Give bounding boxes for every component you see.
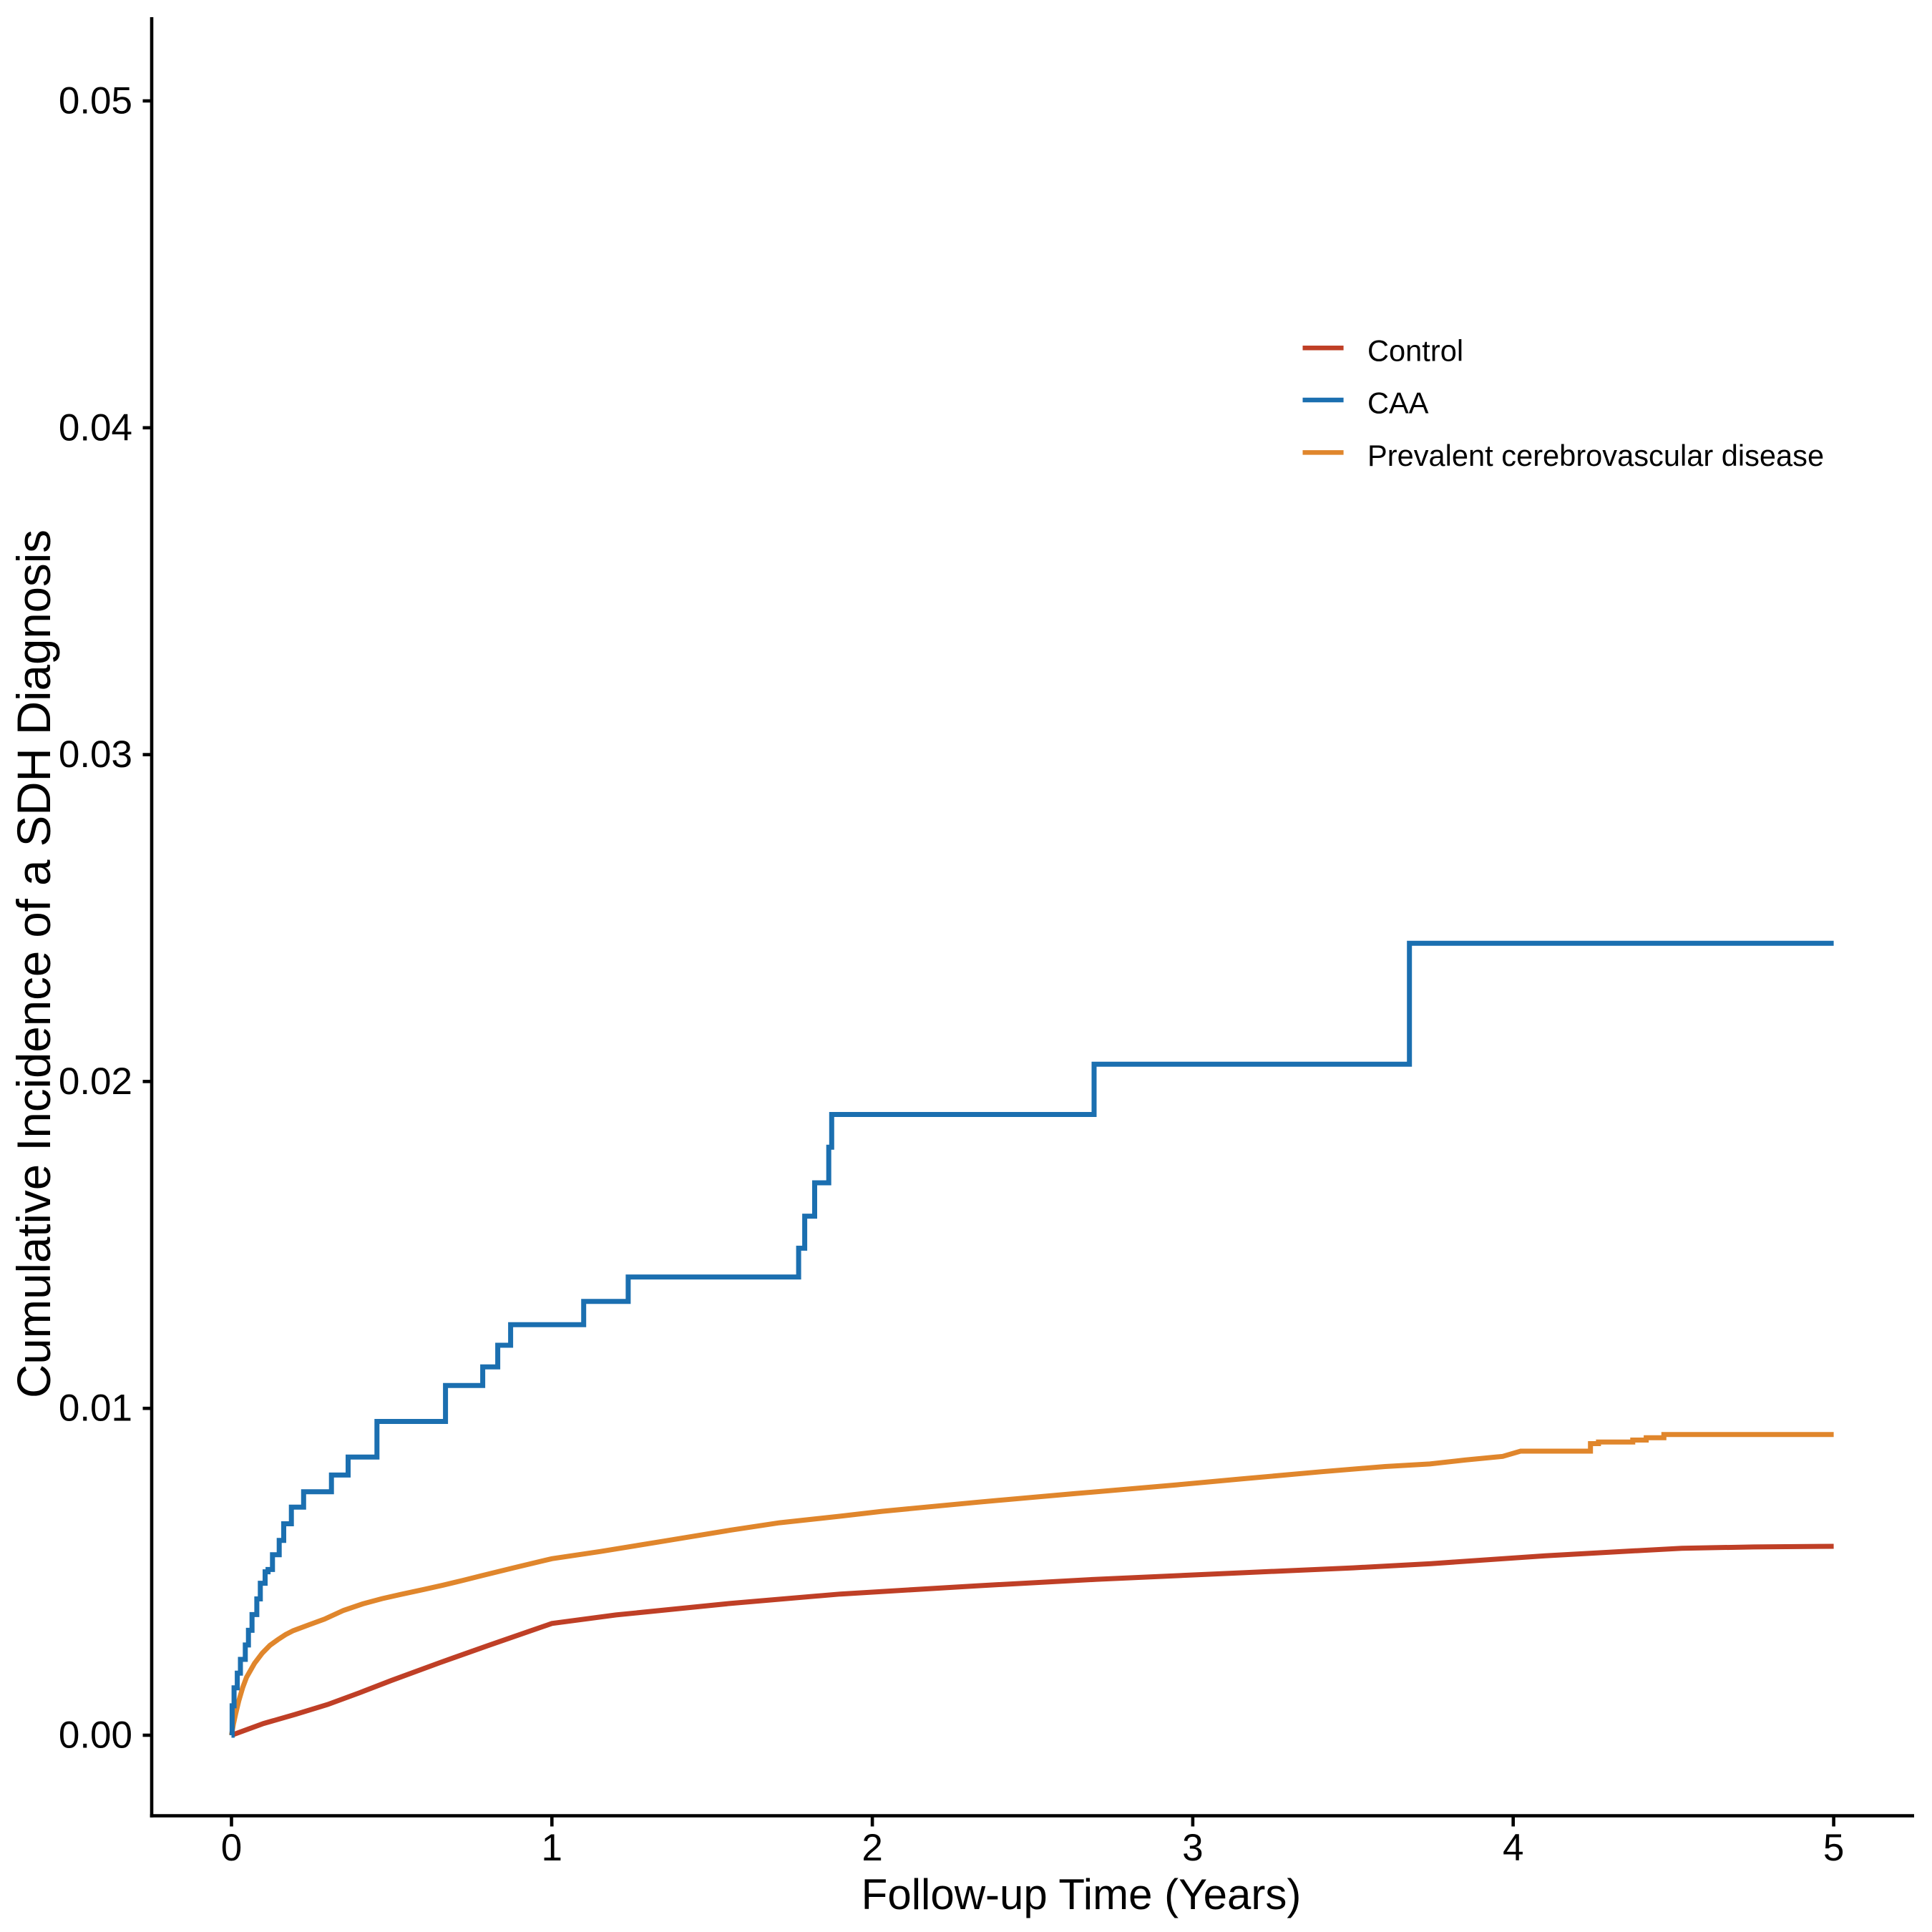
- svg-text:0.02: 0.02: [59, 1060, 132, 1103]
- svg-text:CAA: CAA: [1367, 386, 1429, 420]
- svg-text:5: 5: [1823, 1827, 1844, 1869]
- svg-text:4: 4: [1503, 1827, 1523, 1869]
- svg-text:0.03: 0.03: [59, 733, 132, 776]
- svg-text:0: 0: [221, 1827, 242, 1869]
- svg-text:3: 3: [1182, 1827, 1203, 1869]
- svg-text:1: 1: [542, 1827, 562, 1869]
- svg-text:2: 2: [862, 1827, 882, 1869]
- svg-text:Control: Control: [1367, 334, 1463, 368]
- svg-text:Cumulative Incidence of a SDH: Cumulative Incidence of a SDH Diagnosis: [8, 530, 60, 1398]
- svg-text:0.05: 0.05: [59, 80, 132, 122]
- svg-text:0.04: 0.04: [59, 406, 132, 449]
- svg-text:Prevalent cerebrovascular dise: Prevalent cerebrovascular disease: [1367, 439, 1824, 472]
- svg-text:0.00: 0.00: [59, 1714, 132, 1757]
- svg-text:0.01: 0.01: [59, 1387, 132, 1430]
- svg-text:Follow-up Time (Years): Follow-up Time (Years): [862, 1870, 1302, 1918]
